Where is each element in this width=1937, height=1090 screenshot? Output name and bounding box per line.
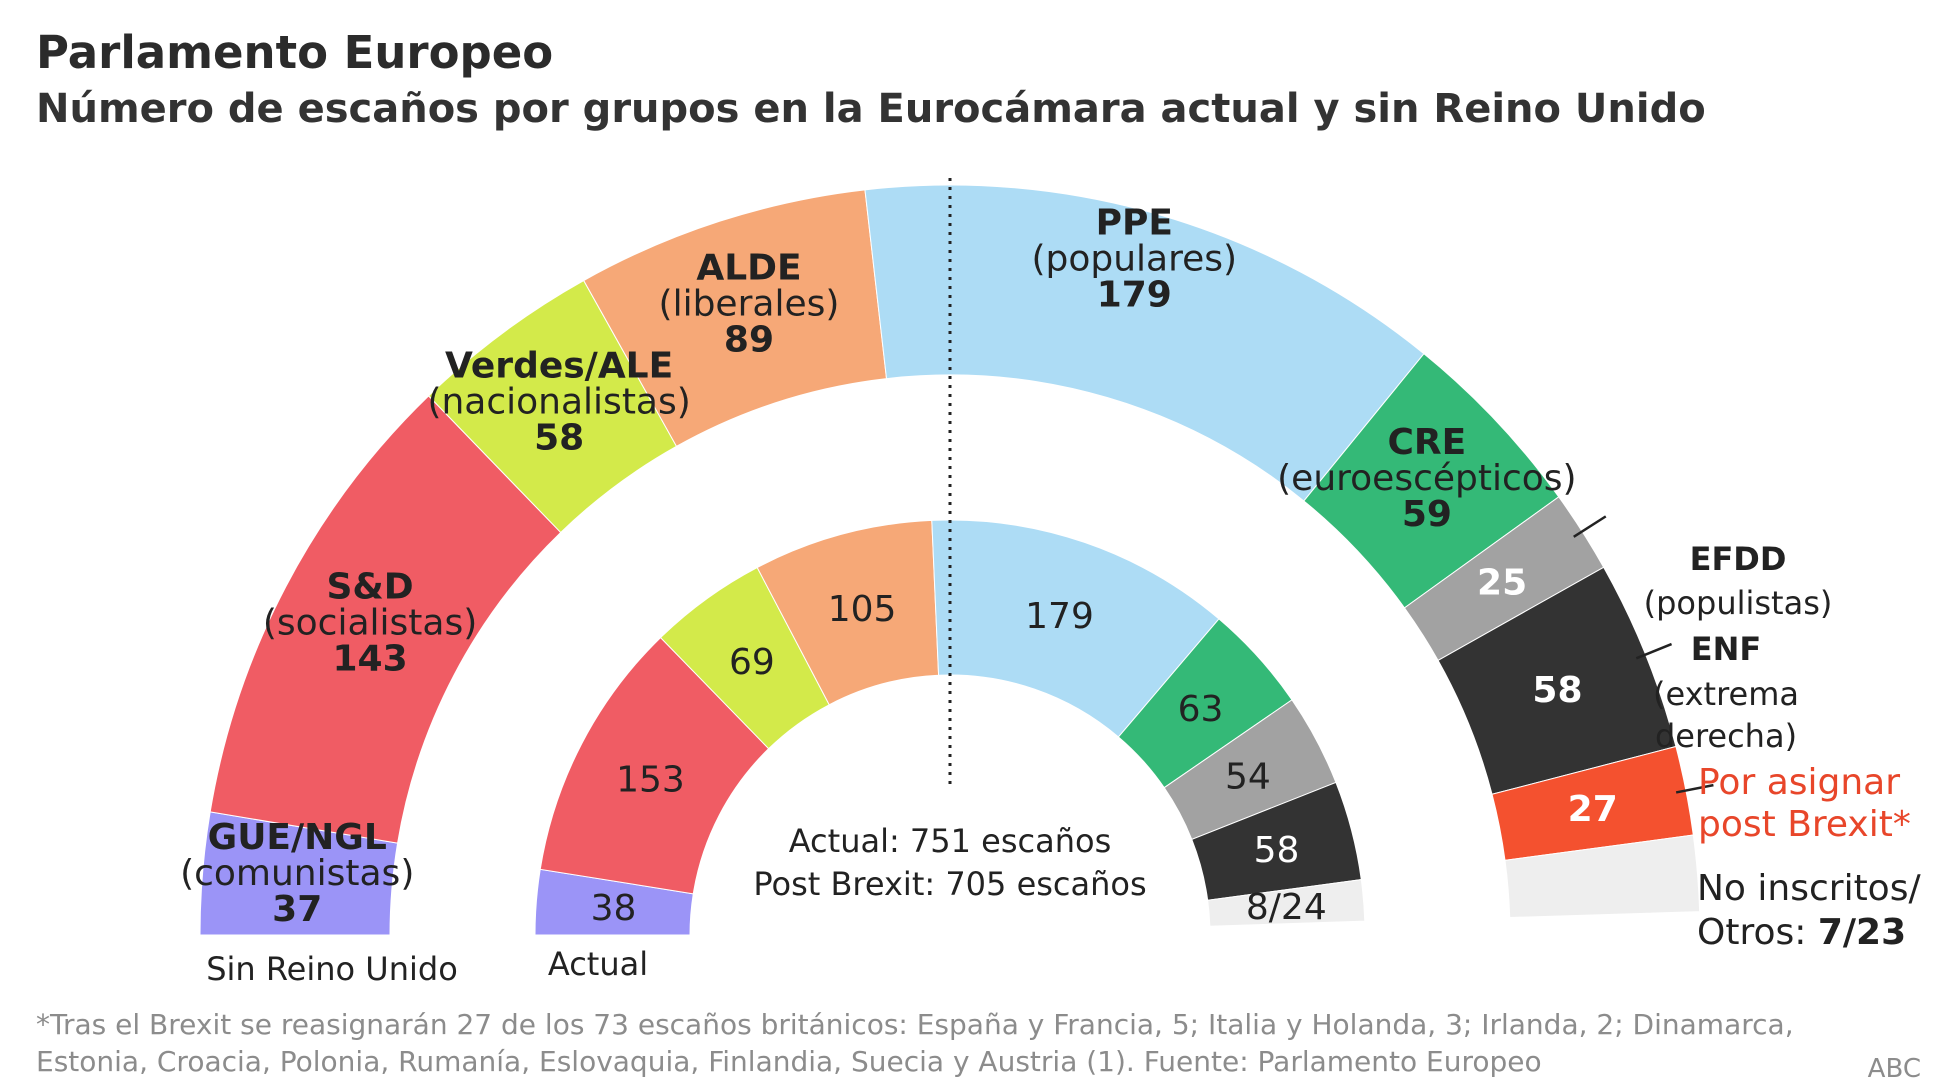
outer-value-s-d: 143 (333, 639, 408, 680)
label-otros-value: 7/23 (1818, 912, 1906, 953)
leader-line-enf (1635, 642, 1673, 660)
outer-group-desc-ppe: (populares) (1031, 238, 1237, 279)
inner-value-ppe: 179 (1025, 596, 1094, 637)
inner-value-efdd: 54 (1225, 756, 1271, 797)
inner-value-enf: 58 (1254, 830, 1300, 871)
label-por-asignar-2: post Brexit* (1698, 804, 1911, 845)
chart-title: Parlamento Europeo (36, 26, 554, 79)
footnote: *Tras el Brexit se reasignarán 27 de los… (36, 1006, 1836, 1080)
label-otros-prefix: Otros: (1697, 912, 1818, 953)
inner-value-no-inscritos: 8/24 (1246, 887, 1327, 928)
footnote-line-1: *Tras el Brexit se reasignarán 27 de los… (36, 1008, 1794, 1041)
label-por-asignar-1: Por asignar (1698, 762, 1900, 803)
inner-segment-no-inscritos (1207, 879, 1366, 927)
leader-line-por-asignar (1675, 783, 1714, 794)
outer-group-desc-alde: (liberales) (659, 284, 840, 325)
label-enf-desc-2: derecha) (1655, 717, 1797, 755)
outer-value-enf: 58 (1532, 670, 1582, 711)
outer-segment-no-inscritos (1504, 834, 1701, 919)
outer-group-name-gue-ngl: GUE/NGL (208, 817, 387, 858)
footnote-line-2: Estonia, Croacia, Polonia, Rumanía, Eslo… (36, 1045, 1542, 1078)
outer-value-cre: 59 (1402, 494, 1452, 535)
outer-group-name-cre: CRE (1388, 422, 1467, 463)
chart-subtitle: Número de escaños por grupos en la Euroc… (36, 86, 1706, 132)
leader-line-efdd (1573, 515, 1607, 538)
outer-group-name-s-d: S&D (326, 567, 413, 608)
outer-value-gue-ngl: 37 (272, 889, 322, 930)
outer-group-desc-s-d: (socialistas) (263, 603, 477, 644)
label-otros: Otros: 7/23 (1697, 912, 1906, 953)
source-credit: ABC (1867, 1054, 1921, 1084)
inner-value-alde: 105 (828, 589, 897, 630)
center-text-actual: Actual: 751 escaños (789, 822, 1112, 860)
label-enf-desc-1: (extrema (1653, 675, 1799, 713)
outer-value-efdd: 25 (1477, 563, 1527, 604)
outer-group-desc-gue-ngl: (comunistas) (180, 853, 414, 894)
inner-value-s-d: 153 (616, 759, 685, 800)
ring-label-actual: Actual (548, 945, 648, 983)
outer-group-name-alde: ALDE (696, 248, 801, 289)
ring-label-sin-reino-unido: Sin Reino Unido (206, 950, 458, 988)
inner-value-cre: 63 (1178, 689, 1224, 730)
outer-group-name-ppe: PPE (1096, 202, 1173, 243)
center-text-post-brexit: Post Brexit: 705 escaños (753, 865, 1146, 903)
inner-value-gue-ngl: 38 (591, 888, 637, 929)
inner-value-verdes-ale: 69 (729, 642, 775, 683)
outer-value-alde: 89 (724, 320, 774, 361)
outer-group-desc-cre: (euroescépticos) (1277, 458, 1576, 499)
outer-segment-ppe (864, 184, 1425, 502)
outer-group-desc-verdes-ale: (nacionalistas) (427, 381, 690, 422)
label-enf-name: ENF (1691, 630, 1762, 668)
label-efdd-name: EFDD (1690, 540, 1787, 578)
label-efdd-desc: (populistas) (1644, 584, 1833, 622)
outer-group-name-verdes-ale: Verdes/ALE (445, 345, 673, 386)
outer-value-verdes-ale: 58 (534, 417, 584, 458)
label-no-inscritos: No inscritos/ (1697, 868, 1921, 909)
outer-value-ppe: 179 (1097, 274, 1172, 315)
outer-value-por-asignar: 27 (1568, 789, 1618, 830)
